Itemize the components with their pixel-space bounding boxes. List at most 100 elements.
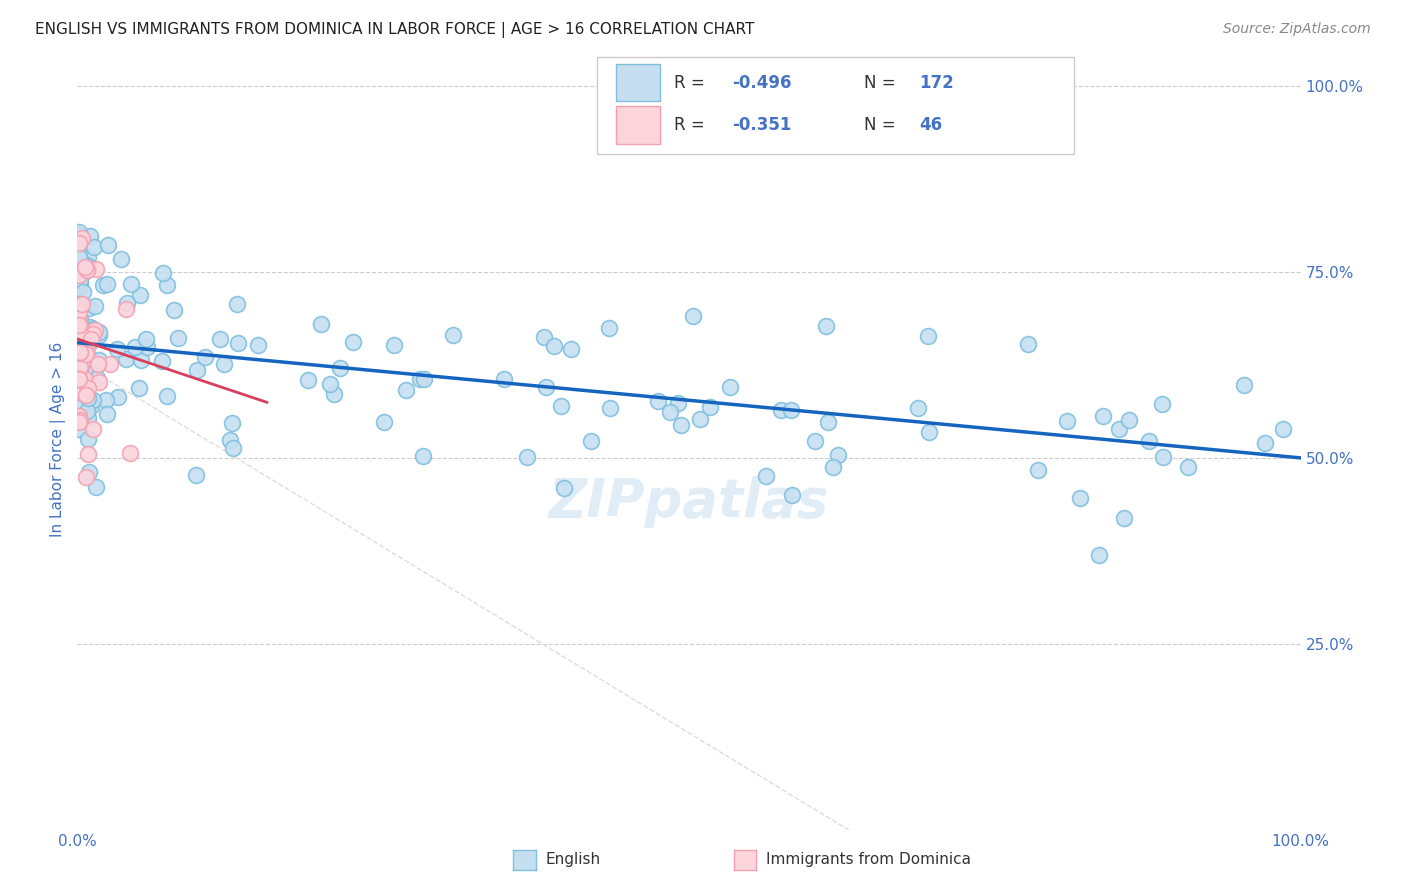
Point [212, 357, 235, 371]
Point [67, 358, 90, 372]
Point [69, 318, 91, 332]
Point [67, 335, 90, 350]
Point [79, 319, 101, 334]
Point [804, 434, 827, 448]
Point [67, 280, 90, 294]
Point [827, 448, 849, 462]
Point [67, 299, 90, 313]
Point [222, 441, 245, 455]
Point [1092, 409, 1115, 423]
Point [70, 297, 93, 311]
Point [67, 330, 90, 344]
Point [89, 327, 111, 342]
Point [162, 302, 184, 317]
Point [82, 322, 104, 336]
Text: N =: N = [863, 74, 901, 92]
Point [69, 358, 91, 372]
Point [755, 468, 778, 483]
Point [69, 359, 91, 374]
Point [86, 357, 108, 371]
Point [77, 411, 100, 425]
Point [221, 416, 243, 430]
Point [666, 395, 689, 409]
Point [516, 450, 538, 464]
Point [1152, 397, 1174, 411]
Point [186, 363, 208, 377]
Point [67, 349, 90, 363]
Point [373, 416, 395, 430]
Text: -0.496: -0.496 [731, 74, 792, 92]
Point [1056, 414, 1078, 428]
Text: ENGLISH VS IMMIGRANTS FROM DOMINICA IN LABOR FORCE | AGE > 16 CORRELATION CHART: ENGLISH VS IMMIGRANTS FROM DOMINICA IN L… [35, 22, 755, 38]
Point [67, 340, 90, 354]
Point [69, 277, 91, 291]
Point [86, 370, 108, 384]
FancyBboxPatch shape [598, 57, 1074, 154]
Point [1139, 434, 1161, 448]
Point [67, 354, 90, 368]
Point [1177, 459, 1199, 474]
Point [70, 356, 93, 370]
Point [67, 301, 90, 315]
Text: R =: R = [675, 116, 710, 134]
Point [80, 399, 103, 413]
Point [823, 459, 845, 474]
Text: Immigrants from Dominica: Immigrants from Dominica [766, 853, 972, 867]
Point [69, 381, 91, 395]
Point [815, 319, 838, 334]
Point [91, 277, 114, 292]
Point [69, 252, 91, 267]
Point [72, 333, 94, 347]
Point [560, 342, 582, 356]
Point [69, 273, 91, 287]
Point [124, 340, 146, 354]
Point [82, 326, 104, 341]
Point [70, 231, 93, 245]
Point [87, 325, 110, 339]
FancyBboxPatch shape [616, 106, 659, 144]
Point [1114, 511, 1136, 525]
Point [115, 302, 138, 317]
Point [94, 393, 117, 408]
Point [77, 301, 100, 316]
Point [76, 251, 98, 265]
Point [1118, 413, 1140, 427]
Point [1017, 337, 1039, 351]
Point [553, 482, 575, 496]
Point [67, 235, 90, 250]
Point [441, 327, 464, 342]
Text: 46: 46 [920, 116, 942, 134]
Point [1233, 377, 1256, 392]
Point [72, 381, 94, 395]
Point [550, 399, 572, 413]
Point [75, 364, 97, 378]
Text: N =: N = [863, 116, 901, 134]
Point [83, 240, 105, 254]
Point [658, 405, 681, 419]
Text: 172: 172 [920, 74, 953, 92]
Point [247, 338, 270, 352]
Point [67, 353, 90, 368]
Point [76, 433, 98, 447]
Point [75, 384, 97, 398]
Point [131, 353, 153, 368]
Text: ZIPpatlas: ZIPpatlas [548, 475, 830, 528]
Point [382, 338, 405, 352]
Point [218, 434, 240, 448]
Point [75, 260, 97, 274]
Point [67, 377, 90, 392]
Point [67, 252, 90, 266]
Point [98, 357, 121, 371]
Point [208, 332, 231, 346]
Point [77, 465, 100, 479]
Point [533, 330, 555, 344]
Point [75, 258, 97, 272]
Point [73, 346, 96, 360]
Point [67, 297, 90, 311]
Point [70, 366, 93, 380]
Point [67, 305, 90, 319]
Point [96, 407, 118, 421]
Point [67, 409, 90, 424]
Point [67, 372, 90, 386]
Point [156, 277, 179, 292]
